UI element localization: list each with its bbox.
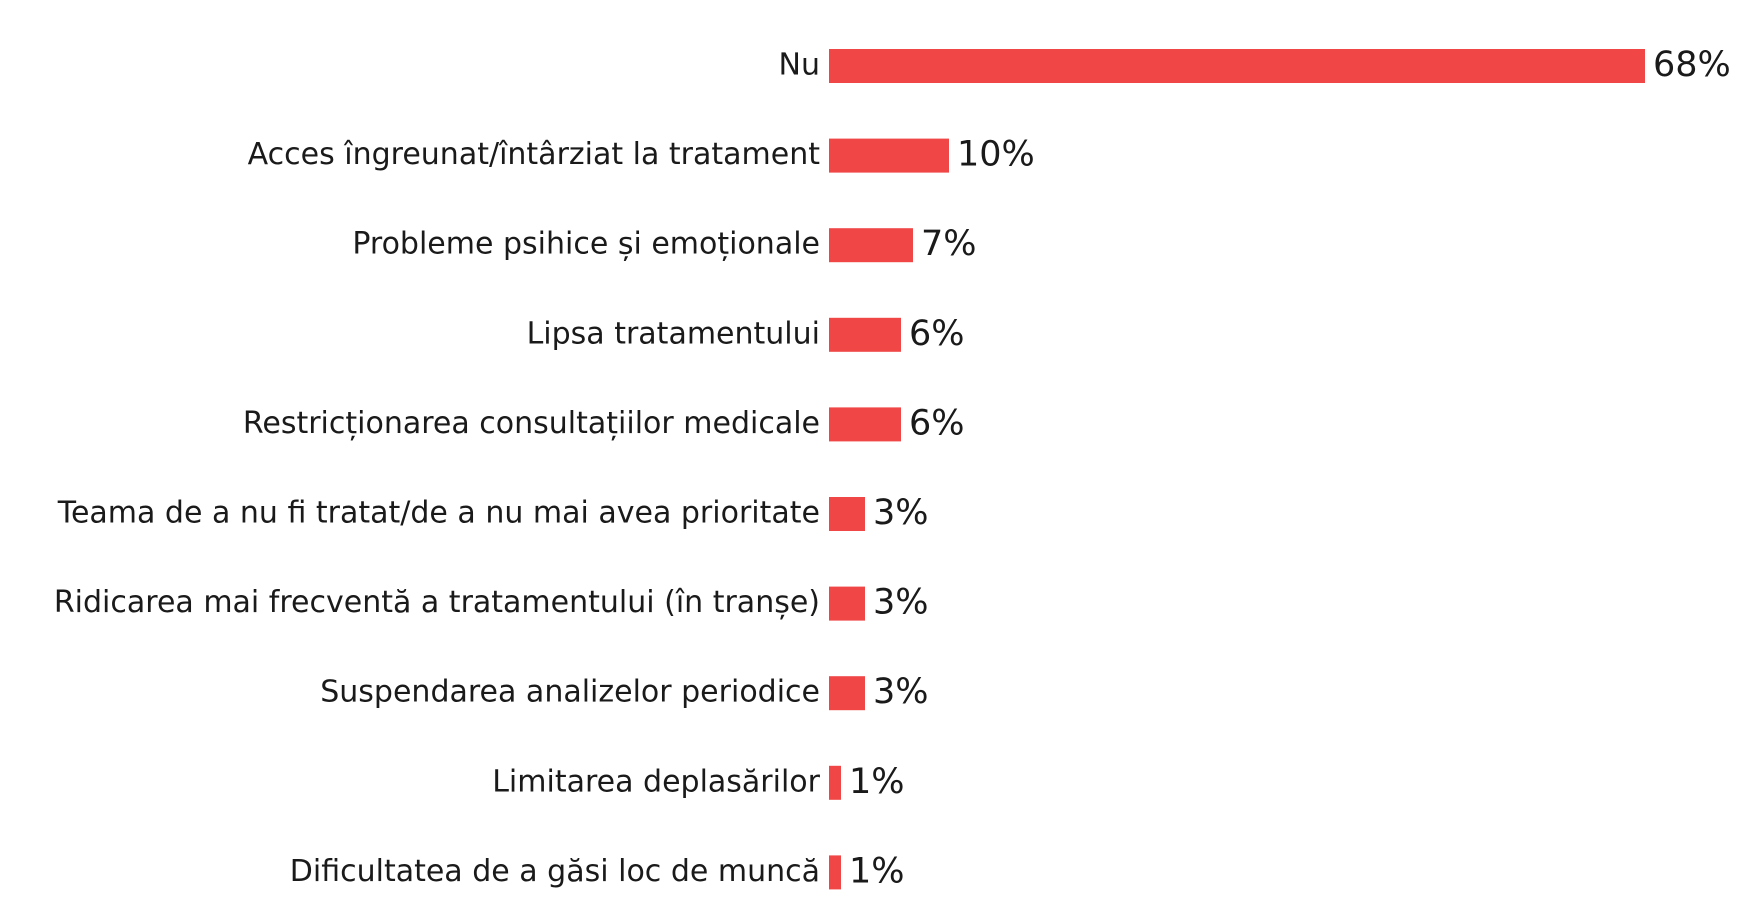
bar	[829, 228, 913, 263]
category-label: Ridicarea mai frecventă a tratamentului …	[54, 585, 820, 620]
category-label: Nu	[779, 48, 820, 83]
category-labels: Nu Acces îngreunat/întârziat la tratament…	[54, 48, 821, 889]
value-labels: 68% 10% 7% 6% 6% 3% 3% 3% 1% 1%	[849, 45, 1731, 891]
category-label: Lipsa tratamentului	[527, 316, 820, 351]
bar	[829, 317, 901, 352]
bar	[829, 138, 949, 173]
value-label: 1%	[849, 762, 905, 802]
value-label: 6%	[909, 314, 965, 354]
value-label: 3%	[873, 672, 929, 712]
category-label: Probleme psihice și emoționale	[352, 227, 820, 262]
value-label: 7%	[921, 224, 977, 264]
bar	[829, 855, 841, 890]
category-label: Suspendarea analizelor periodice	[320, 675, 820, 710]
bars	[829, 49, 1645, 890]
value-label: 3%	[873, 583, 929, 623]
value-label: 6%	[909, 403, 965, 443]
category-label: Teama de a nu fi tratat/de a nu mai avea…	[57, 496, 820, 531]
value-label: 1%	[849, 851, 905, 891]
bar	[829, 497, 865, 531]
bar	[829, 407, 901, 442]
bar	[829, 765, 841, 800]
category-label: Restricționarea consultațiilor medicale	[243, 406, 820, 441]
value-label: 68%	[1653, 45, 1731, 85]
value-label: 10%	[957, 135, 1035, 175]
bar	[829, 49, 1645, 83]
category-label: Acces îngreunat/întârziat la tratament	[248, 137, 821, 172]
category-label: Limitarea deplasărilor	[492, 764, 820, 799]
bar	[829, 676, 865, 711]
value-label: 3%	[873, 493, 929, 533]
category-label: Dificultatea de a găsi loc de muncă	[290, 854, 820, 889]
bar	[829, 586, 865, 621]
